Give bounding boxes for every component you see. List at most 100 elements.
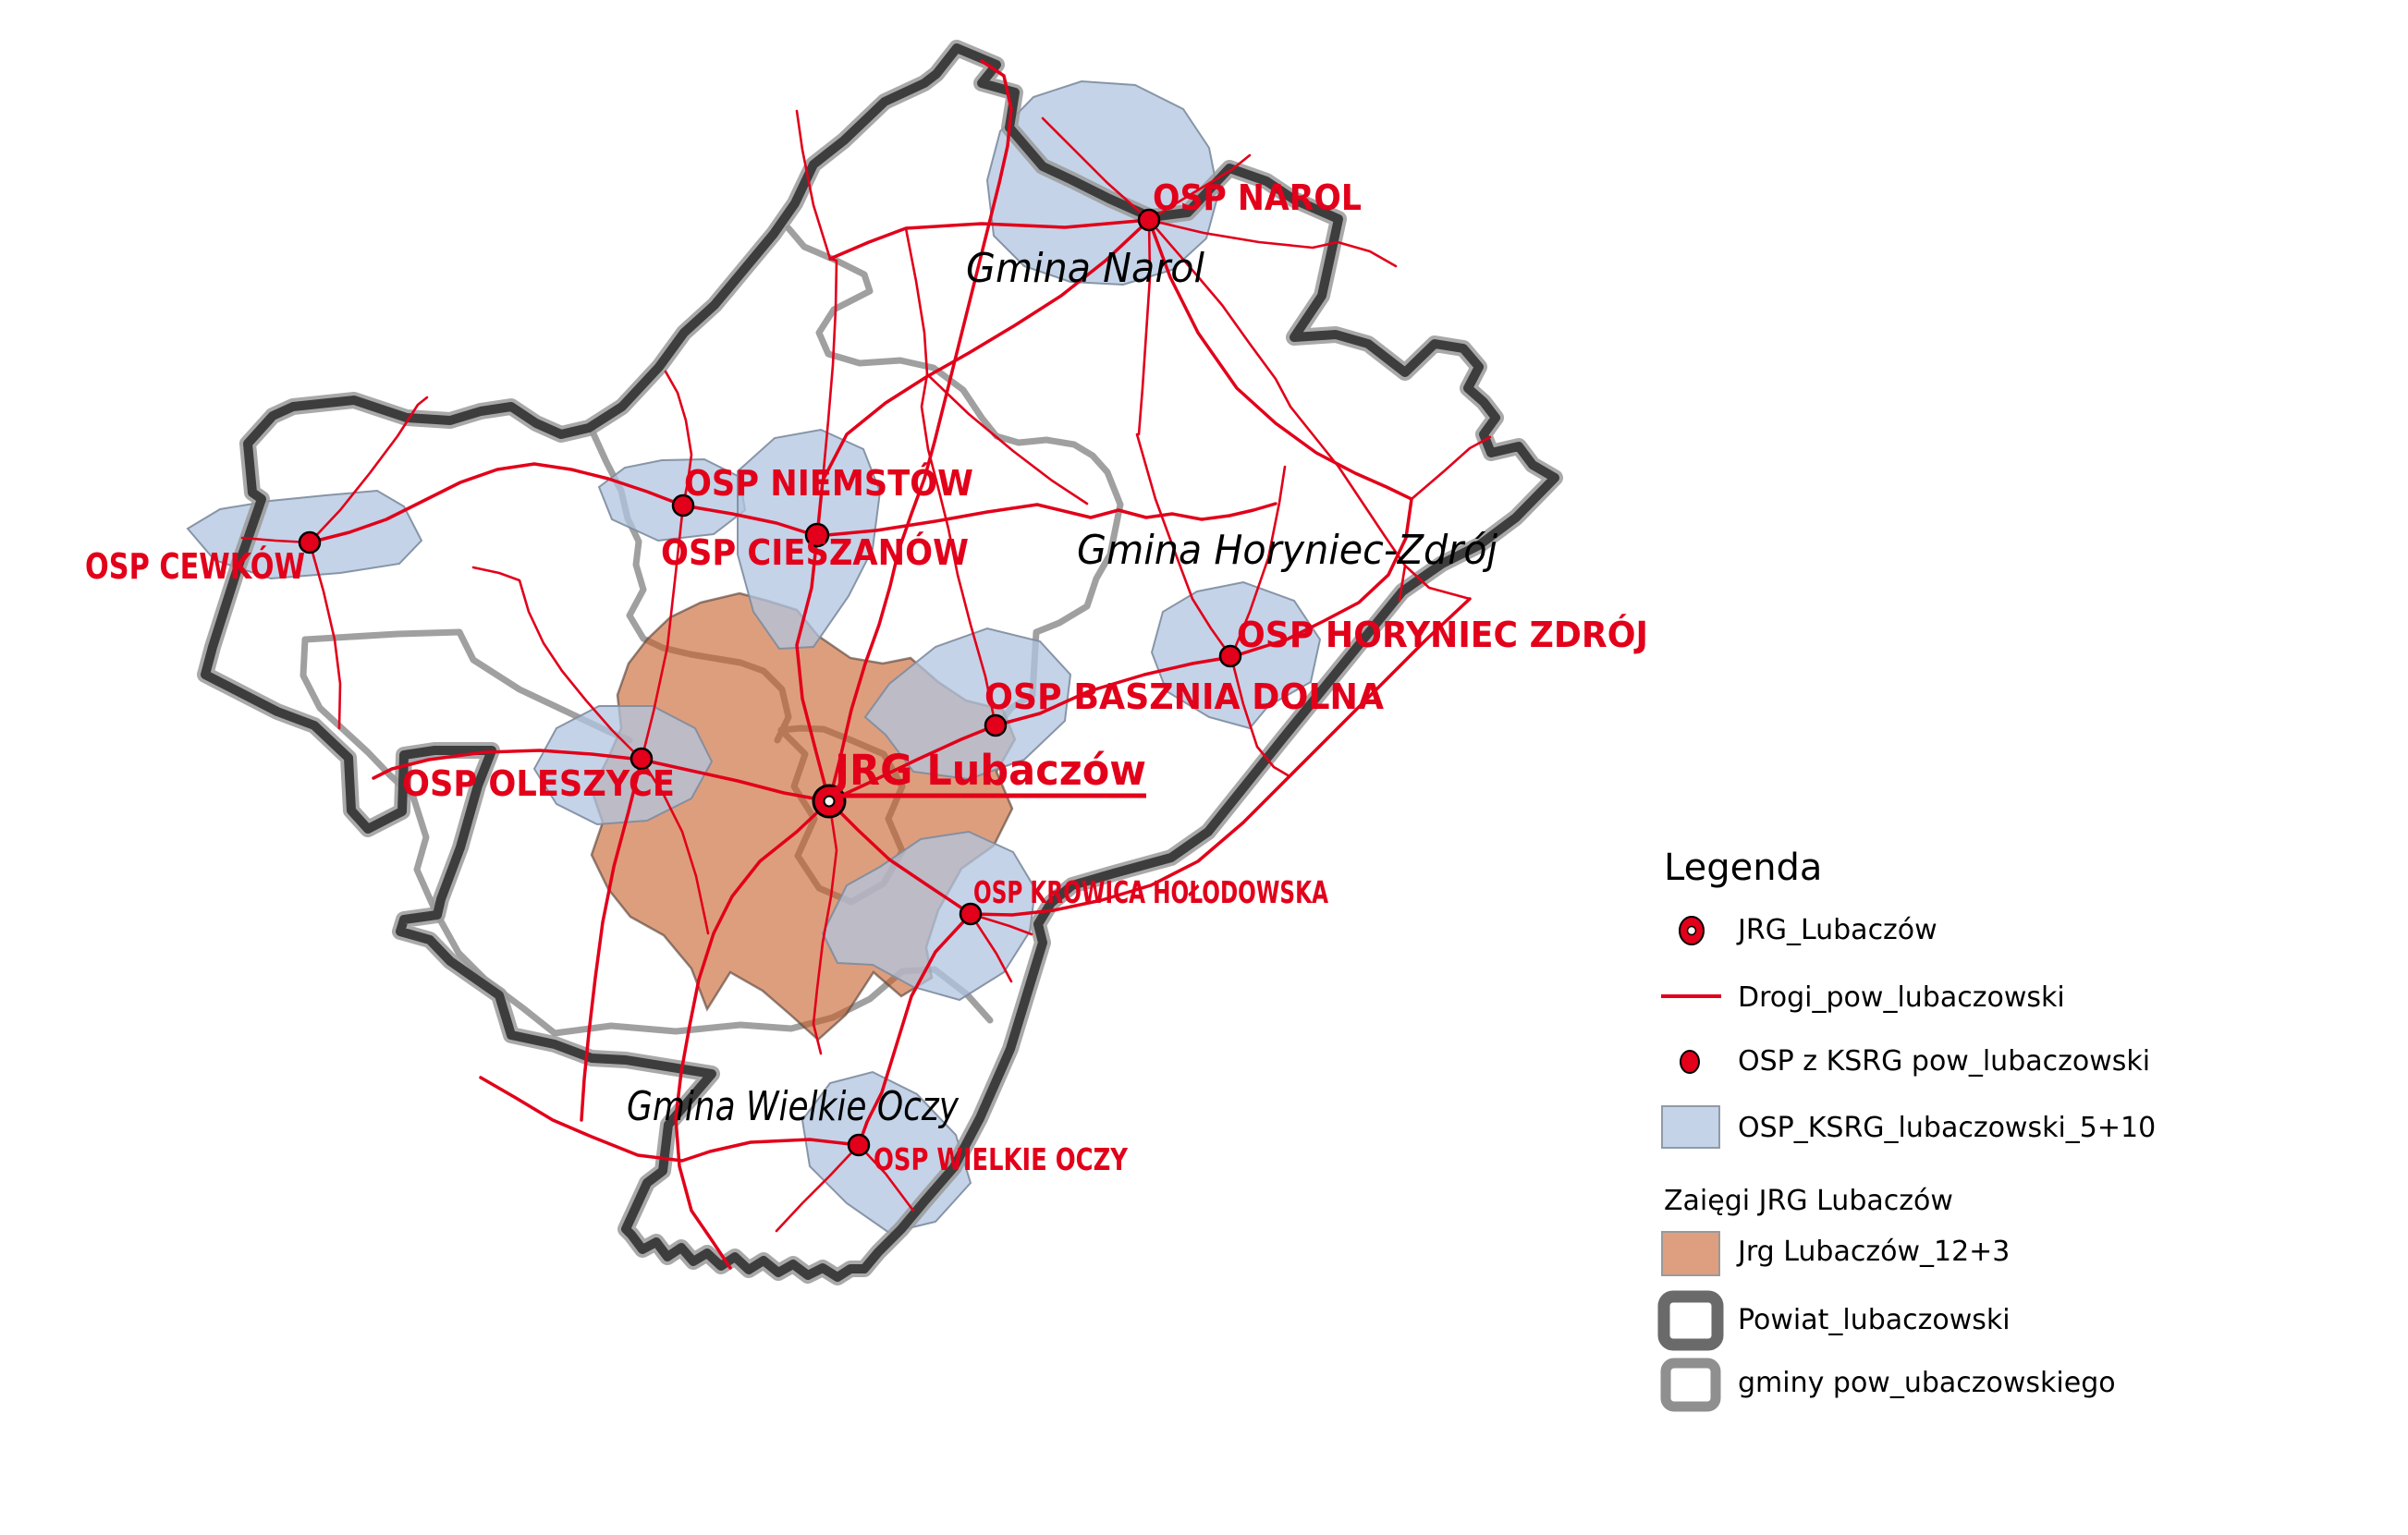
road-krowica-wielkie-oczy [857, 912, 972, 1147]
road-southeast-border [969, 597, 1472, 917]
road-krowica-se-stub [969, 912, 1013, 983]
road-narol-se [1147, 218, 1292, 408]
osp-cieszanow-marker [804, 522, 830, 548]
osp-oleszyce-label: OSP OLESZYCE [402, 763, 675, 804]
road-lubaczow-krowica [827, 799, 972, 916]
osp-wielkie-oczy-marker [847, 1133, 871, 1157]
road-lubaczow-south [812, 799, 838, 1055]
road-lubaczow-basznia [827, 724, 997, 803]
legend-item-gminy-label: gminy pow_ubaczowskiego [1738, 1367, 2116, 1399]
road-cieszanow-lubaczow [795, 534, 831, 803]
road-oleszyce-south [580, 758, 643, 1122]
road-oleszyce-west [372, 749, 643, 780]
jrg-lubaczow-label-group: JRG Lubaczów [832, 746, 1146, 798]
road-cewkow-west [240, 536, 312, 544]
gminy-outline-icon [1660, 1358, 1721, 1412]
osp-cieszanow-label: OSP CIESZANÓW [661, 532, 969, 573]
legend-item-roads: Drogi_pow_lubaczowski [1661, 981, 2065, 1014]
road-oleszyce-se [640, 758, 710, 935]
road-krowica-east-stub [969, 912, 1033, 936]
legend: Legenda JRG_Lubaczów Drogi_pow_lubaczows… [1657, 847, 2156, 1412]
road-lubaczow-oleszyce [640, 758, 831, 803]
legend-item-jrg-area: Jrg Lubaczów_12+3 [1661, 1231, 2010, 1276]
gmina-boundary-oleszyce-south [409, 793, 558, 1037]
road-niemstow-cewkow [308, 462, 685, 544]
road-niemstow-oleszyce [640, 504, 685, 761]
legend-item-roads-label: Drogi_pow_lubaczowski [1738, 981, 2065, 1014]
legend-item-gminy-outline: gminy pow_ubaczowskiego [1660, 1358, 2116, 1412]
county-border-powiat-lubaczowski [201, 43, 1559, 1282]
osp-krowica-label: OSP KROWICA HOŁODOWSKA [973, 874, 1328, 910]
osp-narol-marker [1137, 208, 1161, 232]
road-narol-horyniec [1147, 218, 1413, 659]
road-gmina-narol-vertical [904, 226, 1089, 506]
osp-horyniec-label: OSP HORYNIEC ZDRÓJ [1237, 615, 1648, 655]
gmina-horyniec-label: Gmina Horyniec-Zdrój [1077, 527, 1498, 574]
road-cewkow-ne [308, 396, 429, 544]
road-narol-nw [1041, 116, 1151, 222]
road-horyniec-se-link [1229, 655, 1291, 778]
legend-title: Legenda [1664, 847, 1822, 889]
coverage-area-oleszyce [532, 705, 714, 826]
osp-cewkow-marker [298, 530, 322, 554]
legend-item-powiat-label: Powiat_lubaczowski [1738, 1304, 2011, 1336]
legend-item-osp-area-label: OSP_KSRG_lubaczowski_5+10 [1738, 1112, 2156, 1144]
legend-item-osp-area: OSP_KSRG_lubaczowski_5+10 [1661, 1105, 2156, 1149]
osp-point-icon [1680, 1050, 1700, 1074]
legend-group-label: Zaięgi JRG Lubaczów [1664, 1185, 1953, 1217]
road-lubaczow-north-long [827, 59, 1013, 803]
road-narol-border-cross-west [795, 109, 832, 261]
osp-niemstow-marker [671, 493, 695, 518]
road-basznia-horyniec [994, 655, 1233, 727]
legend-item-powiat-outline: Powiat_lubaczowski [1657, 1290, 2011, 1351]
osp-niemstow-label: OSP NIEMSTÓW [684, 463, 973, 504]
road-horyniec-north [1229, 465, 1287, 659]
road-narol-south [1137, 218, 1152, 436]
road-cieszanow-north [815, 257, 838, 538]
road-lubaczow-southwest [674, 799, 831, 1270]
road-horyniec-nw-branch [1135, 432, 1233, 659]
osp-area-icon [1661, 1105, 1720, 1149]
gmina-boundary-west-hook-south [299, 636, 417, 800]
road-narol-cieszanow-diag [815, 218, 1151, 538]
jrg-area-icon [1661, 1231, 1720, 1276]
road-horyniec-ne-branch [1410, 435, 1492, 501]
road-niemstow-north-border [664, 370, 693, 507]
powiat-outline-icon [1657, 1290, 1724, 1351]
legend-item-jrg-label: JRG_Lubaczów [1736, 914, 1937, 946]
osp-krowica-marker [959, 902, 983, 926]
osp-oleszyce-marker [630, 747, 654, 771]
legend-item-osp-point: OSP z KSRG pow_lubaczowski [1680, 1045, 2150, 1078]
osp-basznia-marker [984, 713, 1008, 737]
gmina-narol-label: Gmina Narol [966, 245, 1205, 292]
osp-basznia-label: OSP BASZNIA DOLNA [984, 676, 1385, 717]
road-stub-east [1398, 564, 1407, 603]
map-labels-layer: Gmina Narol Gmina Horyniec-Zdrój Gmina W… [85, 177, 1648, 1177]
road-oleszyce-nw [471, 566, 643, 761]
road-narol-west-long [828, 218, 1151, 261]
road-narol-east [1147, 218, 1398, 268]
road-cewkow-south [308, 541, 342, 730]
legend-item-jrg-point: JRG_Lubaczów [1679, 914, 1937, 946]
gmina-boundary-narol-west [785, 225, 1124, 731]
road-narol-ne [1147, 153, 1252, 222]
road-cieszanow-niemstow [681, 504, 819, 538]
road-basznia-north [920, 372, 997, 727]
county-border-layer [197, 40, 1563, 1285]
coverage-area-krowica [821, 830, 1037, 1002]
jrg-point-icon-center [1686, 925, 1697, 936]
osp-cewkow-label: OSP CEWKÓW [85, 546, 305, 587]
road-wielkie-oczy-west [479, 1076, 861, 1163]
road-wielkie-oczy-sw [775, 1143, 861, 1233]
road-cieszanow-east [815, 502, 1277, 538]
roads-layer [240, 59, 1492, 1270]
osp-wielkie-oczy-label: OSP WIELKIE OCZY [874, 1141, 1129, 1177]
gmina-wielkie-oczy-label: Gmina Wielkie Oczy [627, 1083, 960, 1130]
road-border-zigzag-east [1289, 405, 1472, 601]
osp-narol-label: OSP NAROL [1153, 177, 1362, 218]
coverage-area-basznia [863, 627, 1072, 781]
jrg-lubaczow-label: JRG Lubaczów [832, 746, 1146, 795]
road-wielkie-oczy-se [857, 1143, 915, 1212]
